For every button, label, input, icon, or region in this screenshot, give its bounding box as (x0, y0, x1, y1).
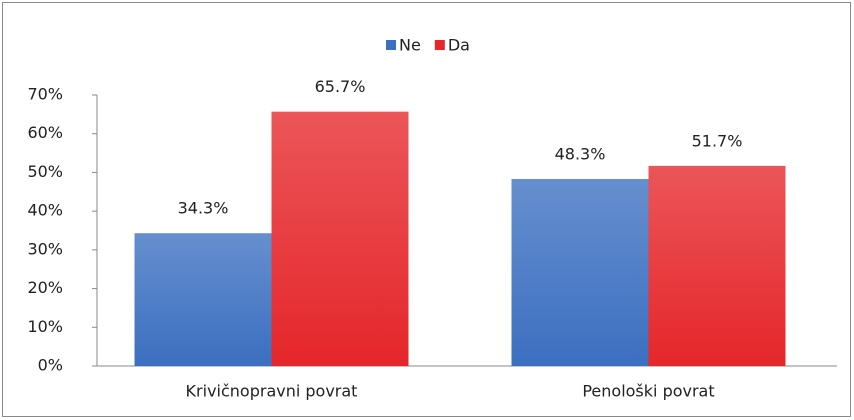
y-tick-label: 70% (27, 85, 63, 104)
y-tick-label: 50% (27, 162, 63, 181)
value-label: 48.3% (555, 145, 606, 164)
y-tick-label: 30% (27, 239, 63, 258)
y-tick-label: 0% (38, 356, 63, 375)
value-label: 65.7% (315, 77, 366, 96)
legend-swatch (434, 40, 445, 50)
y-tick-label: 40% (27, 201, 63, 220)
legend-label: Ne (399, 36, 421, 55)
bar (271, 111, 409, 366)
value-label: 34.3% (178, 199, 229, 218)
y-tick-label: 60% (27, 123, 63, 142)
x-tick-label: Krivičnopravni povrat (186, 382, 358, 401)
legend-label: Da (448, 36, 470, 55)
y-tick-label: 20% (27, 278, 63, 297)
bar (648, 165, 786, 366)
bar (511, 179, 649, 366)
value-label: 51.7% (692, 131, 743, 150)
legend-swatch (386, 40, 396, 50)
bar (134, 233, 272, 366)
x-tick-label: Penološki povrat (582, 382, 714, 401)
y-tick-label: 10% (27, 317, 63, 336)
